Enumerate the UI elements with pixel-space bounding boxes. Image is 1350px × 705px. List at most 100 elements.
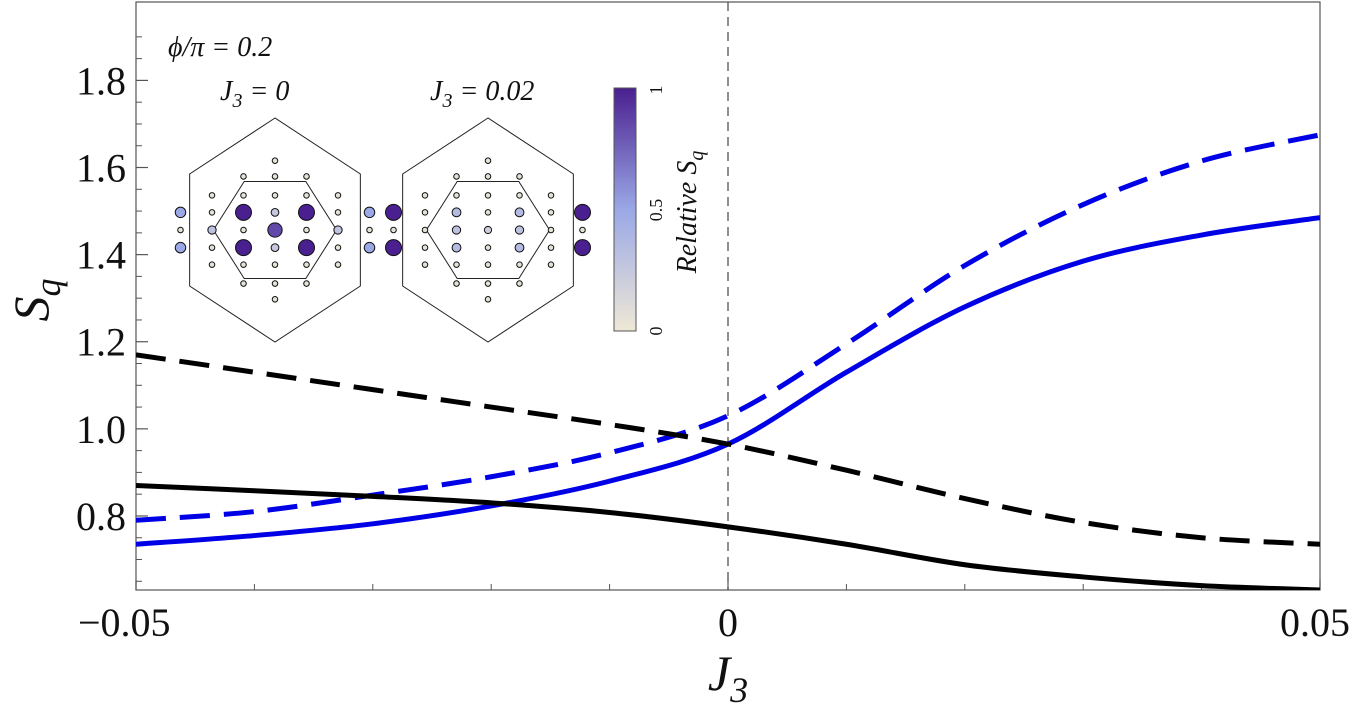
sq-dot bbox=[240, 261, 247, 268]
x-tick-label: −0.05 bbox=[78, 600, 171, 645]
sq-dot bbox=[240, 173, 247, 180]
series-layer bbox=[136, 132, 1320, 590]
series-line-3 bbox=[136, 352, 1320, 547]
sq-dot bbox=[334, 192, 342, 199]
y-tick-label: 1.6 bbox=[76, 146, 126, 191]
sq-dot bbox=[334, 244, 342, 251]
sq-dot bbox=[363, 241, 376, 254]
sq-dot bbox=[271, 261, 279, 268]
sq-dot bbox=[303, 280, 310, 287]
sq-dot bbox=[303, 192, 310, 199]
inset-panel-j3-002 bbox=[385, 117, 591, 343]
sq-dot bbox=[514, 207, 525, 218]
sq-dot bbox=[235, 203, 252, 221]
sq-dot bbox=[240, 192, 247, 199]
sq-dot bbox=[421, 261, 429, 268]
sq-dot bbox=[421, 244, 429, 251]
sq-dot bbox=[174, 206, 187, 219]
sq-dot bbox=[298, 239, 315, 257]
sq-dot bbox=[385, 203, 402, 221]
sq-dot bbox=[421, 209, 429, 216]
inset-panel-j3-0 bbox=[174, 117, 376, 343]
sq-dot bbox=[240, 226, 247, 234]
inset-title: ϕ/π = 0.2 bbox=[168, 32, 272, 63]
y-tick-label: 0.8 bbox=[76, 494, 126, 539]
series-line-1 bbox=[136, 132, 1320, 523]
outer-hexagon bbox=[189, 117, 361, 343]
sq-dot bbox=[484, 296, 492, 303]
sq-dot bbox=[267, 222, 283, 238]
sq-dot bbox=[177, 226, 184, 234]
sq-dot bbox=[574, 239, 591, 257]
sq-dot bbox=[390, 226, 397, 234]
sq-dot bbox=[516, 261, 523, 268]
colorbar-tick-0: 0 bbox=[646, 327, 666, 336]
colorbar bbox=[613, 87, 637, 332]
sq-dot bbox=[516, 192, 523, 199]
sq-dot bbox=[208, 244, 216, 251]
sq-dot bbox=[453, 261, 460, 268]
sq-dot bbox=[208, 209, 216, 216]
sq-dot bbox=[271, 173, 279, 180]
outer-hexagon bbox=[402, 117, 574, 343]
colorbar-tick-1: 1 bbox=[646, 86, 666, 95]
sq-dot bbox=[271, 280, 279, 287]
y-tick-labels: 0.8 1.0 1.2 1.4 1.6 1.8 bbox=[76, 58, 126, 539]
sq-dot bbox=[514, 225, 525, 235]
sq-dot bbox=[303, 261, 310, 268]
sq-dot bbox=[547, 209, 555, 216]
y-tick-label: 1.8 bbox=[76, 58, 126, 103]
sq-dot bbox=[516, 173, 523, 180]
y-tick-label: 1.4 bbox=[76, 233, 126, 278]
series-line-2 bbox=[136, 482, 1320, 590]
sq-dot bbox=[451, 225, 462, 235]
sq-dot bbox=[235, 239, 252, 257]
sq-dot bbox=[298, 203, 315, 221]
sq-dot bbox=[514, 242, 525, 253]
sq-dot bbox=[484, 173, 492, 180]
colorbar-title: Relative Sq bbox=[672, 151, 708, 275]
tick-marks bbox=[135, 36, 1321, 590]
sq-dot bbox=[547, 261, 555, 268]
sq-dot bbox=[547, 244, 555, 251]
sq-dot bbox=[240, 280, 247, 287]
sq-dot bbox=[334, 261, 342, 268]
sq-dot bbox=[334, 209, 342, 216]
y-tick-label: 1.2 bbox=[76, 320, 126, 365]
sq-dot bbox=[484, 244, 492, 251]
sq-dot bbox=[363, 206, 376, 219]
sq-dot bbox=[484, 261, 492, 268]
sq-dot bbox=[207, 225, 217, 235]
sq-dot bbox=[271, 192, 279, 199]
sq-dot bbox=[421, 192, 429, 199]
sq-dot bbox=[453, 192, 460, 199]
sq-dot bbox=[421, 226, 429, 234]
x-tick-label: 0.05 bbox=[1280, 600, 1350, 645]
y-tick-label: 1.0 bbox=[76, 407, 126, 452]
sq-dot bbox=[453, 280, 460, 287]
x-axis-title: J3 bbox=[708, 645, 748, 705]
x-tick-labels: −0.05 0 0.05 bbox=[78, 600, 1350, 645]
sq-dot bbox=[174, 241, 187, 254]
sq-dot bbox=[484, 192, 492, 199]
y-axis-title: Sq bbox=[3, 279, 68, 322]
sq-dot bbox=[333, 225, 343, 235]
x-tick-label: 0 bbox=[718, 600, 738, 645]
sq-dot bbox=[366, 226, 373, 234]
sq-dot bbox=[484, 157, 492, 164]
sq-dot bbox=[453, 173, 460, 180]
sq-dot bbox=[516, 280, 523, 287]
sq-dot bbox=[271, 157, 279, 164]
panel-2-label: J3 = 0.02 bbox=[430, 76, 534, 112]
sq-dot bbox=[270, 243, 280, 253]
sq-dot bbox=[270, 207, 280, 217]
sq-dot bbox=[547, 192, 555, 199]
sq-dot bbox=[208, 192, 216, 199]
sq-dot bbox=[208, 261, 216, 268]
sq-dot bbox=[451, 207, 462, 218]
sq-dot bbox=[483, 225, 493, 235]
sq-dot bbox=[303, 226, 310, 234]
sq-dot bbox=[484, 280, 492, 287]
sq-dot bbox=[484, 209, 492, 216]
